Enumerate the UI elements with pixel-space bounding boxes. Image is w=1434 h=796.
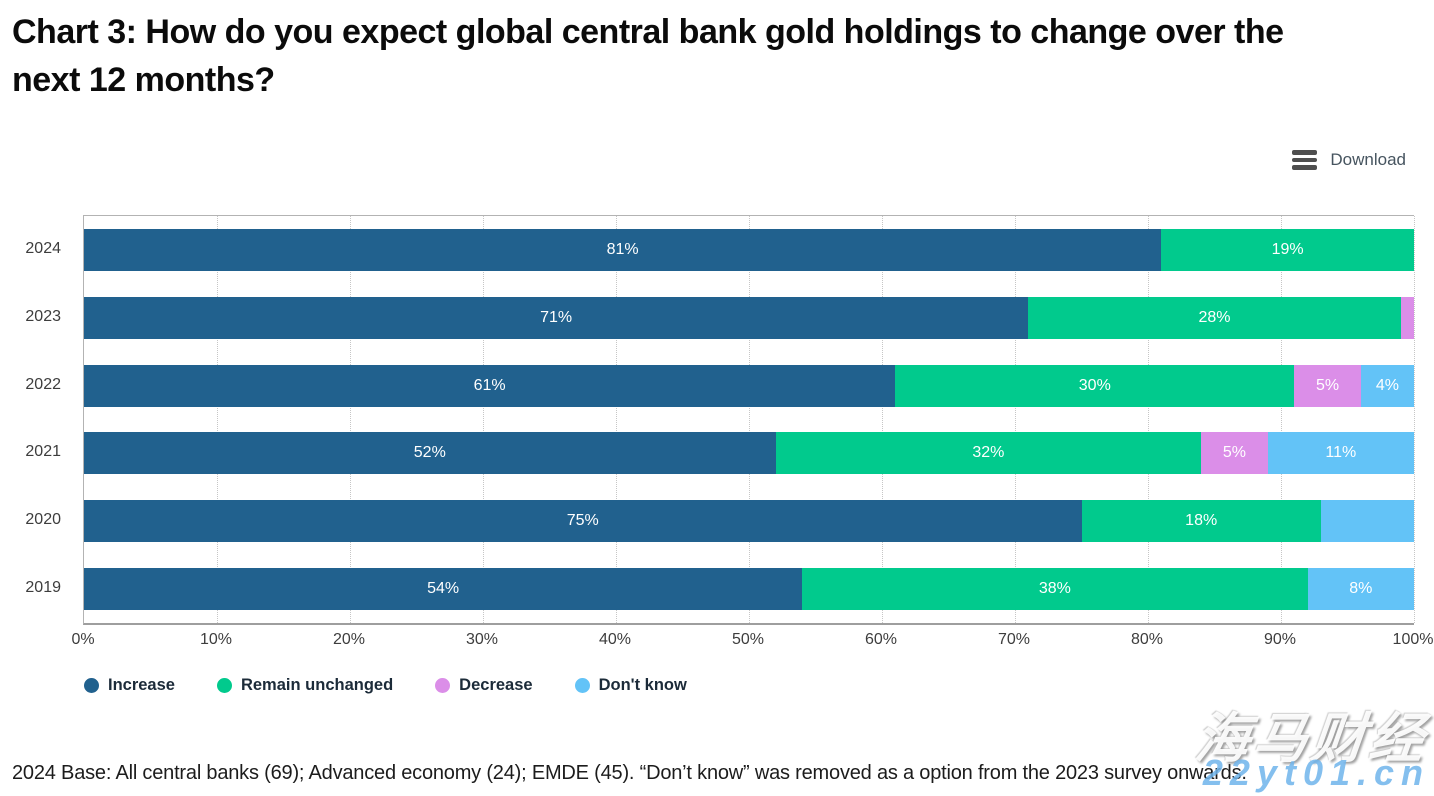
legend-label: Decrease — [459, 676, 533, 694]
legend-swatch-icon — [435, 678, 451, 693]
x-axis-label: 50% — [731, 631, 765, 648]
gridline — [483, 216, 484, 623]
download-label: Download — [1330, 150, 1406, 169]
plot-area: 81% 19% 71% 28% 61% 30% 5% 4% 52% 32% 5% 11% 75% 18% 5… — [83, 215, 1415, 625]
legend-item-remain-unchanged[interactable]: Remain unchanged — [216, 676, 394, 695]
x-axis-label: 80% — [1130, 631, 1164, 648]
bar-value-label: 11% — [1325, 444, 1357, 462]
legend-label: Remain unchanged — [240, 676, 394, 694]
x-axis-label: 40% — [598, 631, 632, 648]
bar-value-label: 8% — [1349, 580, 1373, 598]
x-axis-label: 90% — [1263, 631, 1297, 648]
bar-segment-2023-increase[interactable]: 71% — [84, 296, 1029, 339]
legend-swatch-icon — [574, 678, 590, 693]
bar-row-2024: 81% 19% — [84, 229, 1414, 271]
bar-value-label: 5% — [1315, 376, 1340, 394]
legend: Increase Remain unchanged Decrease Don't kn… — [84, 676, 687, 695]
bar-segment-2021-decrease[interactable]: 5% — [1201, 432, 1268, 475]
bar-segment-2020-remain-unchanged[interactable]: 18% — [1081, 500, 1321, 543]
y-axis-label-2019: 2019 — [25, 579, 61, 597]
x-axis-label: 60% — [864, 631, 898, 648]
gridline — [350, 216, 351, 623]
x-axis-label: 0% — [71, 631, 95, 648]
bar-value-label: 61% — [473, 376, 506, 394]
bar-segment-2024-increase[interactable]: 81% — [84, 229, 1162, 271]
bar-segment-2022-don-t-know[interactable]: 4% — [1360, 364, 1414, 407]
y-axis-label-2024: 2024 — [25, 240, 61, 257]
y-axis-label-2020: 2020 — [25, 511, 61, 529]
bar-segment-2024-remain-unchanged[interactable]: 19% — [1161, 229, 1414, 271]
gridline — [616, 216, 617, 623]
bar-segment-2019-increase[interactable]: 54% — [84, 568, 803, 611]
bar-segment-2023-decrease[interactable] — [1400, 296, 1414, 339]
gridline — [217, 216, 218, 623]
footnote: 2024 Base: All central banks (69); Advan… — [12, 762, 1247, 784]
legend-item-increase[interactable]: Increase — [84, 676, 175, 695]
bar-segment-2022-increase[interactable]: 61% — [84, 364, 896, 407]
legend-item-don-t-know[interactable]: Don't know — [574, 676, 687, 695]
x-axis-label: 100% — [1392, 631, 1434, 648]
x-axis-label: 30% — [465, 631, 499, 648]
bar-value-label: 71% — [540, 308, 573, 326]
legend-swatch-icon — [84, 678, 99, 693]
bar-segment-2022-decrease[interactable]: 5% — [1294, 364, 1361, 407]
y-axis-labels: 2024 2023 2022 2021 2020 2019 — [0, 215, 83, 622]
x-axis-label: 10% — [199, 631, 233, 648]
y-axis-label-2021: 2021 — [25, 443, 61, 461]
bar-value-label: 5% — [1222, 444, 1246, 462]
bar-segment-2020-increase[interactable]: 75% — [84, 500, 1082, 543]
bar-value-label: 81% — [606, 241, 639, 258]
gridline — [749, 216, 750, 623]
bar-value-label: 4% — [1375, 376, 1399, 394]
bar-segment-2019-remain-unchanged[interactable]: 38% — [802, 568, 1308, 611]
gridline — [882, 216, 883, 623]
chart-title: Chart 3: How do you expect global centra… — [12, 13, 1284, 99]
gridline — [1414, 216, 1415, 623]
bar-value-label: 28% — [1198, 308, 1231, 326]
x-axis-label: 70% — [997, 631, 1031, 648]
download-menu-icon — [1292, 150, 1318, 170]
bar-row-2022: 61% 30% 5% 4% — [84, 364, 1414, 407]
legend-item-decrease[interactable]: Decrease — [435, 676, 533, 695]
gridline — [1281, 216, 1282, 623]
bar-value-label: 30% — [1078, 376, 1111, 394]
x-axis-labels: 0% 10% 20% 30% 40% 50% 60% 70% 80% 90% 100% — [71, 631, 1433, 655]
bar-row-2021: 52% 32% 5% 11% — [84, 432, 1414, 475]
bar-segment-2022-remain-unchanged[interactable]: 30% — [895, 364, 1295, 407]
bar-segment-2020-don-t-know[interactable] — [1320, 500, 1414, 543]
bar-row-2019: 54% 38% 8% — [84, 568, 1414, 611]
bar-segment-2021-don-t-know[interactable]: 11% — [1267, 432, 1414, 475]
gridline — [1015, 216, 1016, 623]
bar-segment-2023-remain-unchanged[interactable]: 28% — [1028, 296, 1401, 339]
y-axis-label-2023: 2023 — [25, 307, 61, 325]
bar-segment-2019-don-t-know[interactable]: 8% — [1307, 568, 1414, 611]
y-axis-label-2022: 2022 — [25, 375, 61, 393]
gridline — [1148, 216, 1149, 623]
legend-label: Don't know — [598, 676, 687, 694]
bar-segment-2021-remain-unchanged[interactable]: 32% — [775, 432, 1202, 475]
bar-row-2023: 71% 28% — [84, 296, 1414, 339]
bar-segment-2021-increase[interactable]: 52% — [84, 432, 776, 475]
legend-label: Increase — [108, 676, 175, 694]
bar-value-label: 52% — [413, 444, 446, 462]
download-button[interactable]: Download — [1292, 146, 1406, 174]
bar-value-label: 32% — [972, 444, 1005, 462]
bar-row-2020: 75% 18% — [84, 500, 1414, 543]
bar-value-label: 19% — [1271, 241, 1304, 258]
bar-value-label: 75% — [566, 512, 599, 530]
x-axis-label: 20% — [332, 631, 366, 648]
bar-value-label: 38% — [1038, 580, 1071, 598]
bar-value-label: 54% — [427, 580, 460, 598]
legend-swatch-icon — [216, 678, 232, 693]
bar-value-label: 18% — [1185, 512, 1218, 530]
